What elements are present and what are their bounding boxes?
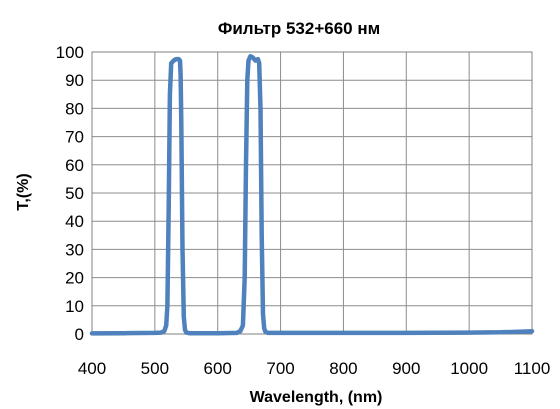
y-tick-label: 0 xyxy=(75,325,84,344)
y-axis-ticks: 0 10 20 30 40 50 60 70 80 90 100 xyxy=(56,43,84,344)
x-tick-label: 400 xyxy=(78,359,106,378)
y-tick-label: 40 xyxy=(65,212,84,231)
y-tick-label: 30 xyxy=(65,240,84,259)
y-tick-label: 10 xyxy=(65,297,84,316)
x-axis-title: Wavelength, (nm) xyxy=(250,389,383,406)
y-tick-label: 70 xyxy=(65,128,84,147)
x-tick-label: 700 xyxy=(266,359,294,378)
y-tick-label: 80 xyxy=(65,99,84,118)
y-tick-label: 50 xyxy=(65,184,84,203)
y-tick-label: 20 xyxy=(65,269,84,288)
x-tick-label: 1100 xyxy=(514,359,551,378)
x-tick-label: 600 xyxy=(204,359,232,378)
y-tick-label: 90 xyxy=(65,71,84,90)
y-tick-label: 60 xyxy=(65,156,84,175)
transmission-line xyxy=(89,53,535,336)
y-axis-title: T,(%) xyxy=(15,173,32,210)
x-tick-label: 500 xyxy=(141,359,169,378)
grid xyxy=(91,51,533,335)
x-tick-label: 800 xyxy=(329,359,357,378)
x-tick-label: 900 xyxy=(392,359,420,378)
y-tick-label: 100 xyxy=(56,43,84,62)
chart-title: Фильтр 532+660 нм xyxy=(218,19,380,38)
x-axis-ticks: 400 500 600 700 800 900 1000 1100 xyxy=(78,359,550,378)
x-tick-label: 1000 xyxy=(450,359,488,378)
